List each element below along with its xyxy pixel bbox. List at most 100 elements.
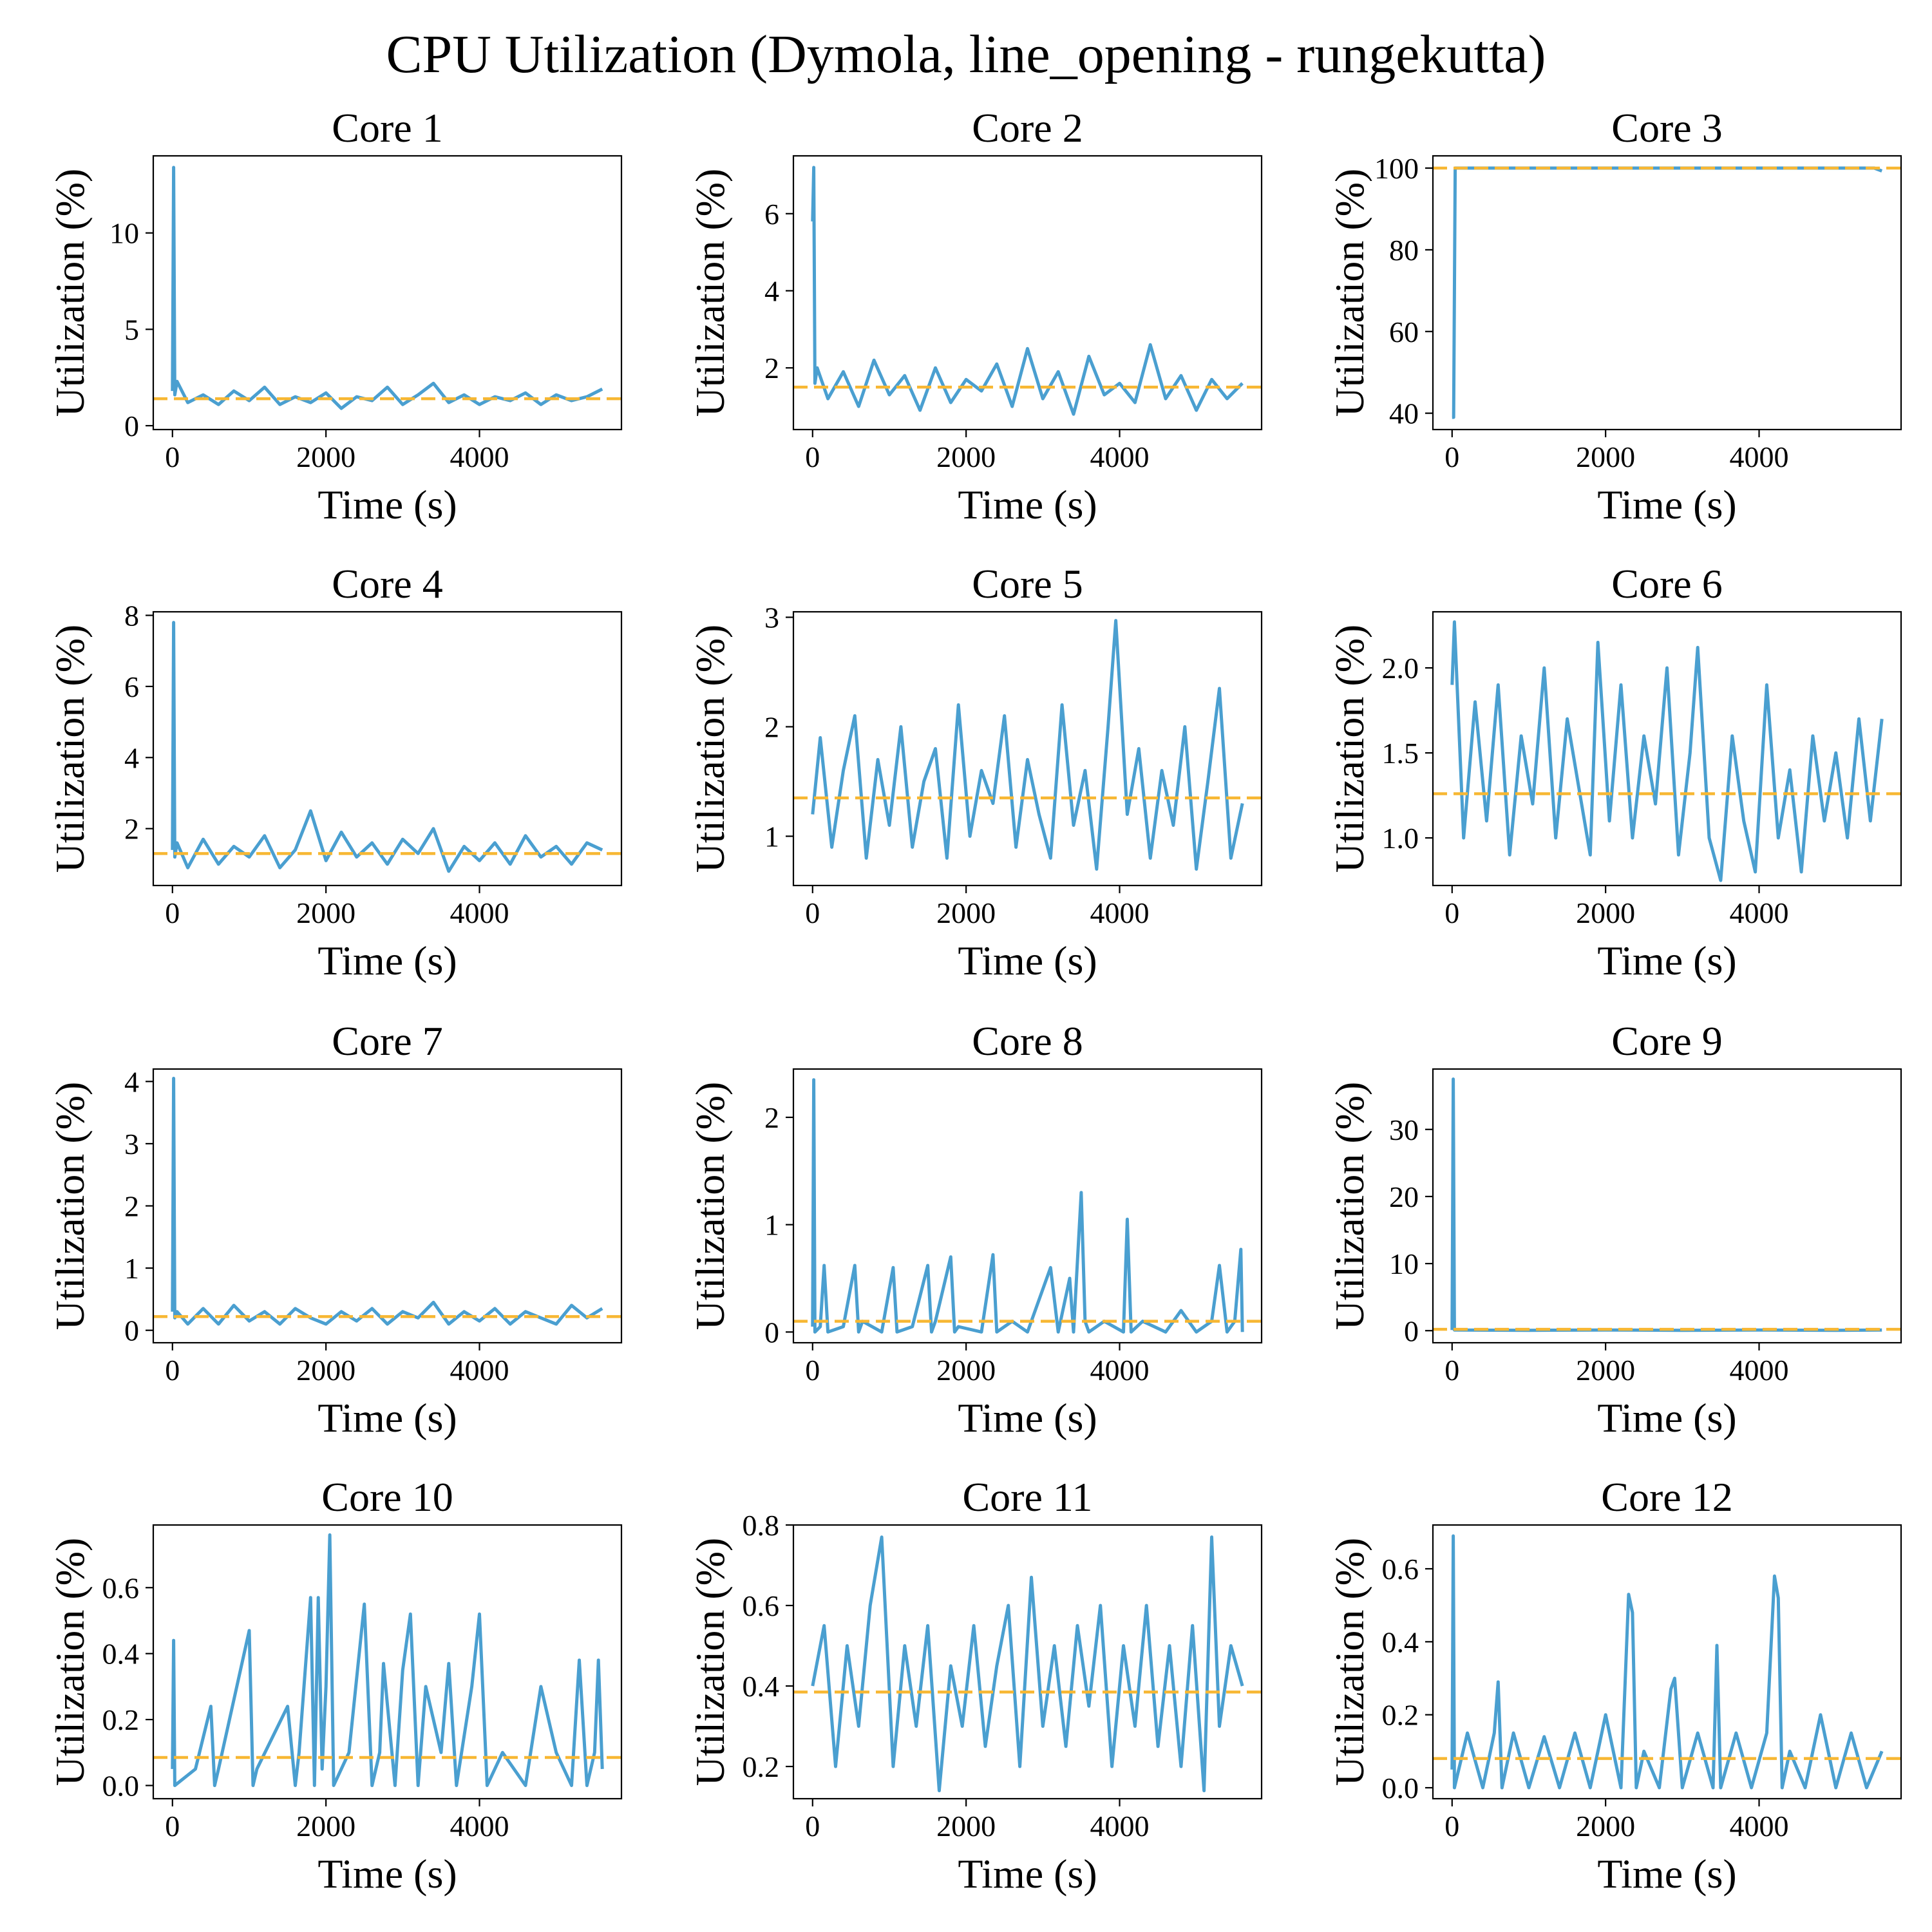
- y-tick-label: 60: [1389, 316, 1419, 348]
- x-tick-label: 4000: [1730, 1810, 1789, 1842]
- series-line: [171, 1533, 604, 1787]
- subplot-title: Core 7: [332, 1018, 442, 1064]
- x-tick-label: 4000: [1090, 440, 1150, 473]
- y-tick-label: 5: [124, 313, 139, 346]
- x-tick-label: 2000: [936, 440, 996, 473]
- x-tick-label: 0: [805, 896, 820, 929]
- y-tick-label: 1: [764, 1209, 779, 1242]
- y-tick-label: 100: [1374, 152, 1419, 185]
- x-tick-label: 0: [1444, 896, 1459, 929]
- y-tick-label: 2: [124, 813, 139, 846]
- x-axis-label: Time (s): [1597, 938, 1736, 983]
- x-tick-label: 2000: [296, 1810, 355, 1842]
- y-axis-label: Utilization (%): [47, 625, 93, 873]
- x-tick-label: 0: [1444, 1810, 1459, 1842]
- subplot-title: Core 9: [1611, 1018, 1722, 1064]
- x-tick-label: 2000: [936, 1810, 996, 1842]
- plot-frame: [792, 1524, 1263, 1800]
- x-tick-label: 0: [1444, 1354, 1459, 1387]
- series-line: [1452, 166, 1883, 419]
- y-tick-label: 30: [1389, 1113, 1419, 1146]
- series-line: [1450, 1077, 1882, 1332]
- y-tick-label: 3: [124, 1128, 139, 1160]
- y-tick-label: 0.6: [102, 1571, 140, 1604]
- x-tick-label: 2000: [296, 1354, 355, 1387]
- subplot-title: Core 5: [972, 561, 1083, 607]
- y-tick-label: 0.2: [1382, 1699, 1419, 1732]
- series-line: [1450, 1534, 1884, 1790]
- plot-frame: [152, 611, 623, 887]
- subplot-core-4: Core 4 0 2000 4000 2 4 6 8 Time (s) Utilization (…: [47, 561, 623, 983]
- x-tick-label: 4000: [450, 1354, 509, 1387]
- y-tick-label: 80: [1389, 234, 1419, 267]
- y-tick-label: 8: [124, 600, 139, 632]
- y-tick-label: 0.2: [743, 1750, 780, 1783]
- y-tick-label: 0: [124, 1314, 139, 1347]
- x-tick-label: 4000: [1730, 440, 1789, 473]
- subplot-core-8: Core 8 0 2000 4000 0 1 2 Time (s) Utilization (%…: [687, 1018, 1263, 1441]
- x-tick-label: 4000: [450, 440, 509, 473]
- x-tick-label: 0: [165, 1354, 180, 1387]
- y-tick-label: 2: [764, 352, 779, 384]
- y-axis-label: Utilization (%): [1327, 625, 1372, 873]
- plot-frame: [152, 1068, 623, 1344]
- series-line: [171, 1077, 603, 1326]
- x-tick-label: 2000: [1576, 440, 1635, 473]
- x-tick-label: 2000: [296, 896, 355, 929]
- series-line: [811, 1535, 1244, 1792]
- y-axis-label: Utilization (%): [47, 169, 93, 417]
- y-tick-label: 0.2: [102, 1703, 140, 1736]
- y-axis-label: Utilization (%): [1327, 1538, 1372, 1786]
- plot-frame: [1432, 611, 1902, 887]
- x-axis-label: Time (s): [1597, 1851, 1736, 1897]
- y-tick-label: 0: [124, 410, 139, 442]
- x-tick-label: 4000: [450, 896, 509, 929]
- subplot-core-12: Core 12 0 2000 4000 0.0 0.2 0.4 0.6 Time (s) Util…: [1327, 1474, 1902, 1897]
- x-tick-label: 4000: [1090, 1354, 1150, 1387]
- subplot-title: Core 1: [332, 105, 442, 151]
- y-tick-label: 2.0: [1382, 652, 1419, 685]
- subplot-core-10: Core 10 0 2000 4000 0.0 0.2 0.4 0.6 Time (s) Util…: [47, 1474, 623, 1897]
- y-tick-label: 0.6: [1382, 1553, 1419, 1586]
- y-tick-label: 20: [1389, 1180, 1419, 1213]
- y-tick-label: 0.4: [743, 1670, 780, 1703]
- subplot-title: Core 8: [972, 1018, 1083, 1064]
- y-axis-label: Utilization (%): [47, 1082, 93, 1331]
- subplot-title: Core 2: [972, 105, 1083, 151]
- y-tick-label: 2: [764, 711, 779, 744]
- x-axis-label: Time (s): [1597, 1395, 1736, 1441]
- x-axis-label: Time (s): [958, 482, 1097, 527]
- y-tick-label: 4: [764, 275, 779, 308]
- x-tick-label: 0: [165, 896, 180, 929]
- y-axis-label: Utilization (%): [1327, 1082, 1372, 1331]
- x-axis-label: Time (s): [317, 1851, 457, 1897]
- y-tick-label: 10: [1389, 1247, 1419, 1280]
- x-axis-label: Time (s): [317, 482, 457, 527]
- y-tick-label: 2: [764, 1101, 779, 1134]
- y-axis-label: Utilization (%): [687, 1538, 733, 1786]
- x-tick-label: 2000: [936, 1354, 996, 1387]
- x-tick-label: 0: [1444, 440, 1459, 473]
- series-line: [811, 1078, 1244, 1334]
- subplot-title: Core 12: [1601, 1474, 1732, 1520]
- y-axis-label: Utilization (%): [1327, 169, 1372, 417]
- plot-frame: [152, 1524, 623, 1800]
- y-axis-label: Utilization (%): [687, 169, 733, 417]
- x-tick-label: 0: [805, 440, 820, 473]
- plot-frame: [792, 1068, 1263, 1344]
- x-tick-label: 2000: [1576, 1810, 1635, 1842]
- y-axis-label: Utilization (%): [47, 1538, 93, 1786]
- figure-title: CPU Utilization (Dymola, line_opening - …: [386, 24, 1546, 84]
- y-tick-label: 1.0: [1382, 822, 1419, 855]
- subplot-core-9: Core 9 0 2000 4000 0 10 20 30 Time (s) Utilizatio…: [1327, 1018, 1902, 1441]
- y-tick-label: 4: [124, 1065, 139, 1098]
- y-tick-label: 40: [1389, 397, 1419, 430]
- series-line: [171, 166, 603, 410]
- x-tick-label: 0: [805, 1810, 820, 1842]
- series-line: [811, 619, 1244, 871]
- subplot-core-11: Core 11 0 2000 4000 0.2 0.4 0.6 0.8 Time (s) Util…: [687, 1474, 1263, 1897]
- plot-frame: [1432, 1068, 1902, 1344]
- subplot-core-5: Core 5 0 2000 4000 1 2 3 Time (s) Utilization (%…: [687, 561, 1263, 983]
- subplot-title: Core 4: [332, 561, 442, 607]
- series-line: [811, 166, 1244, 416]
